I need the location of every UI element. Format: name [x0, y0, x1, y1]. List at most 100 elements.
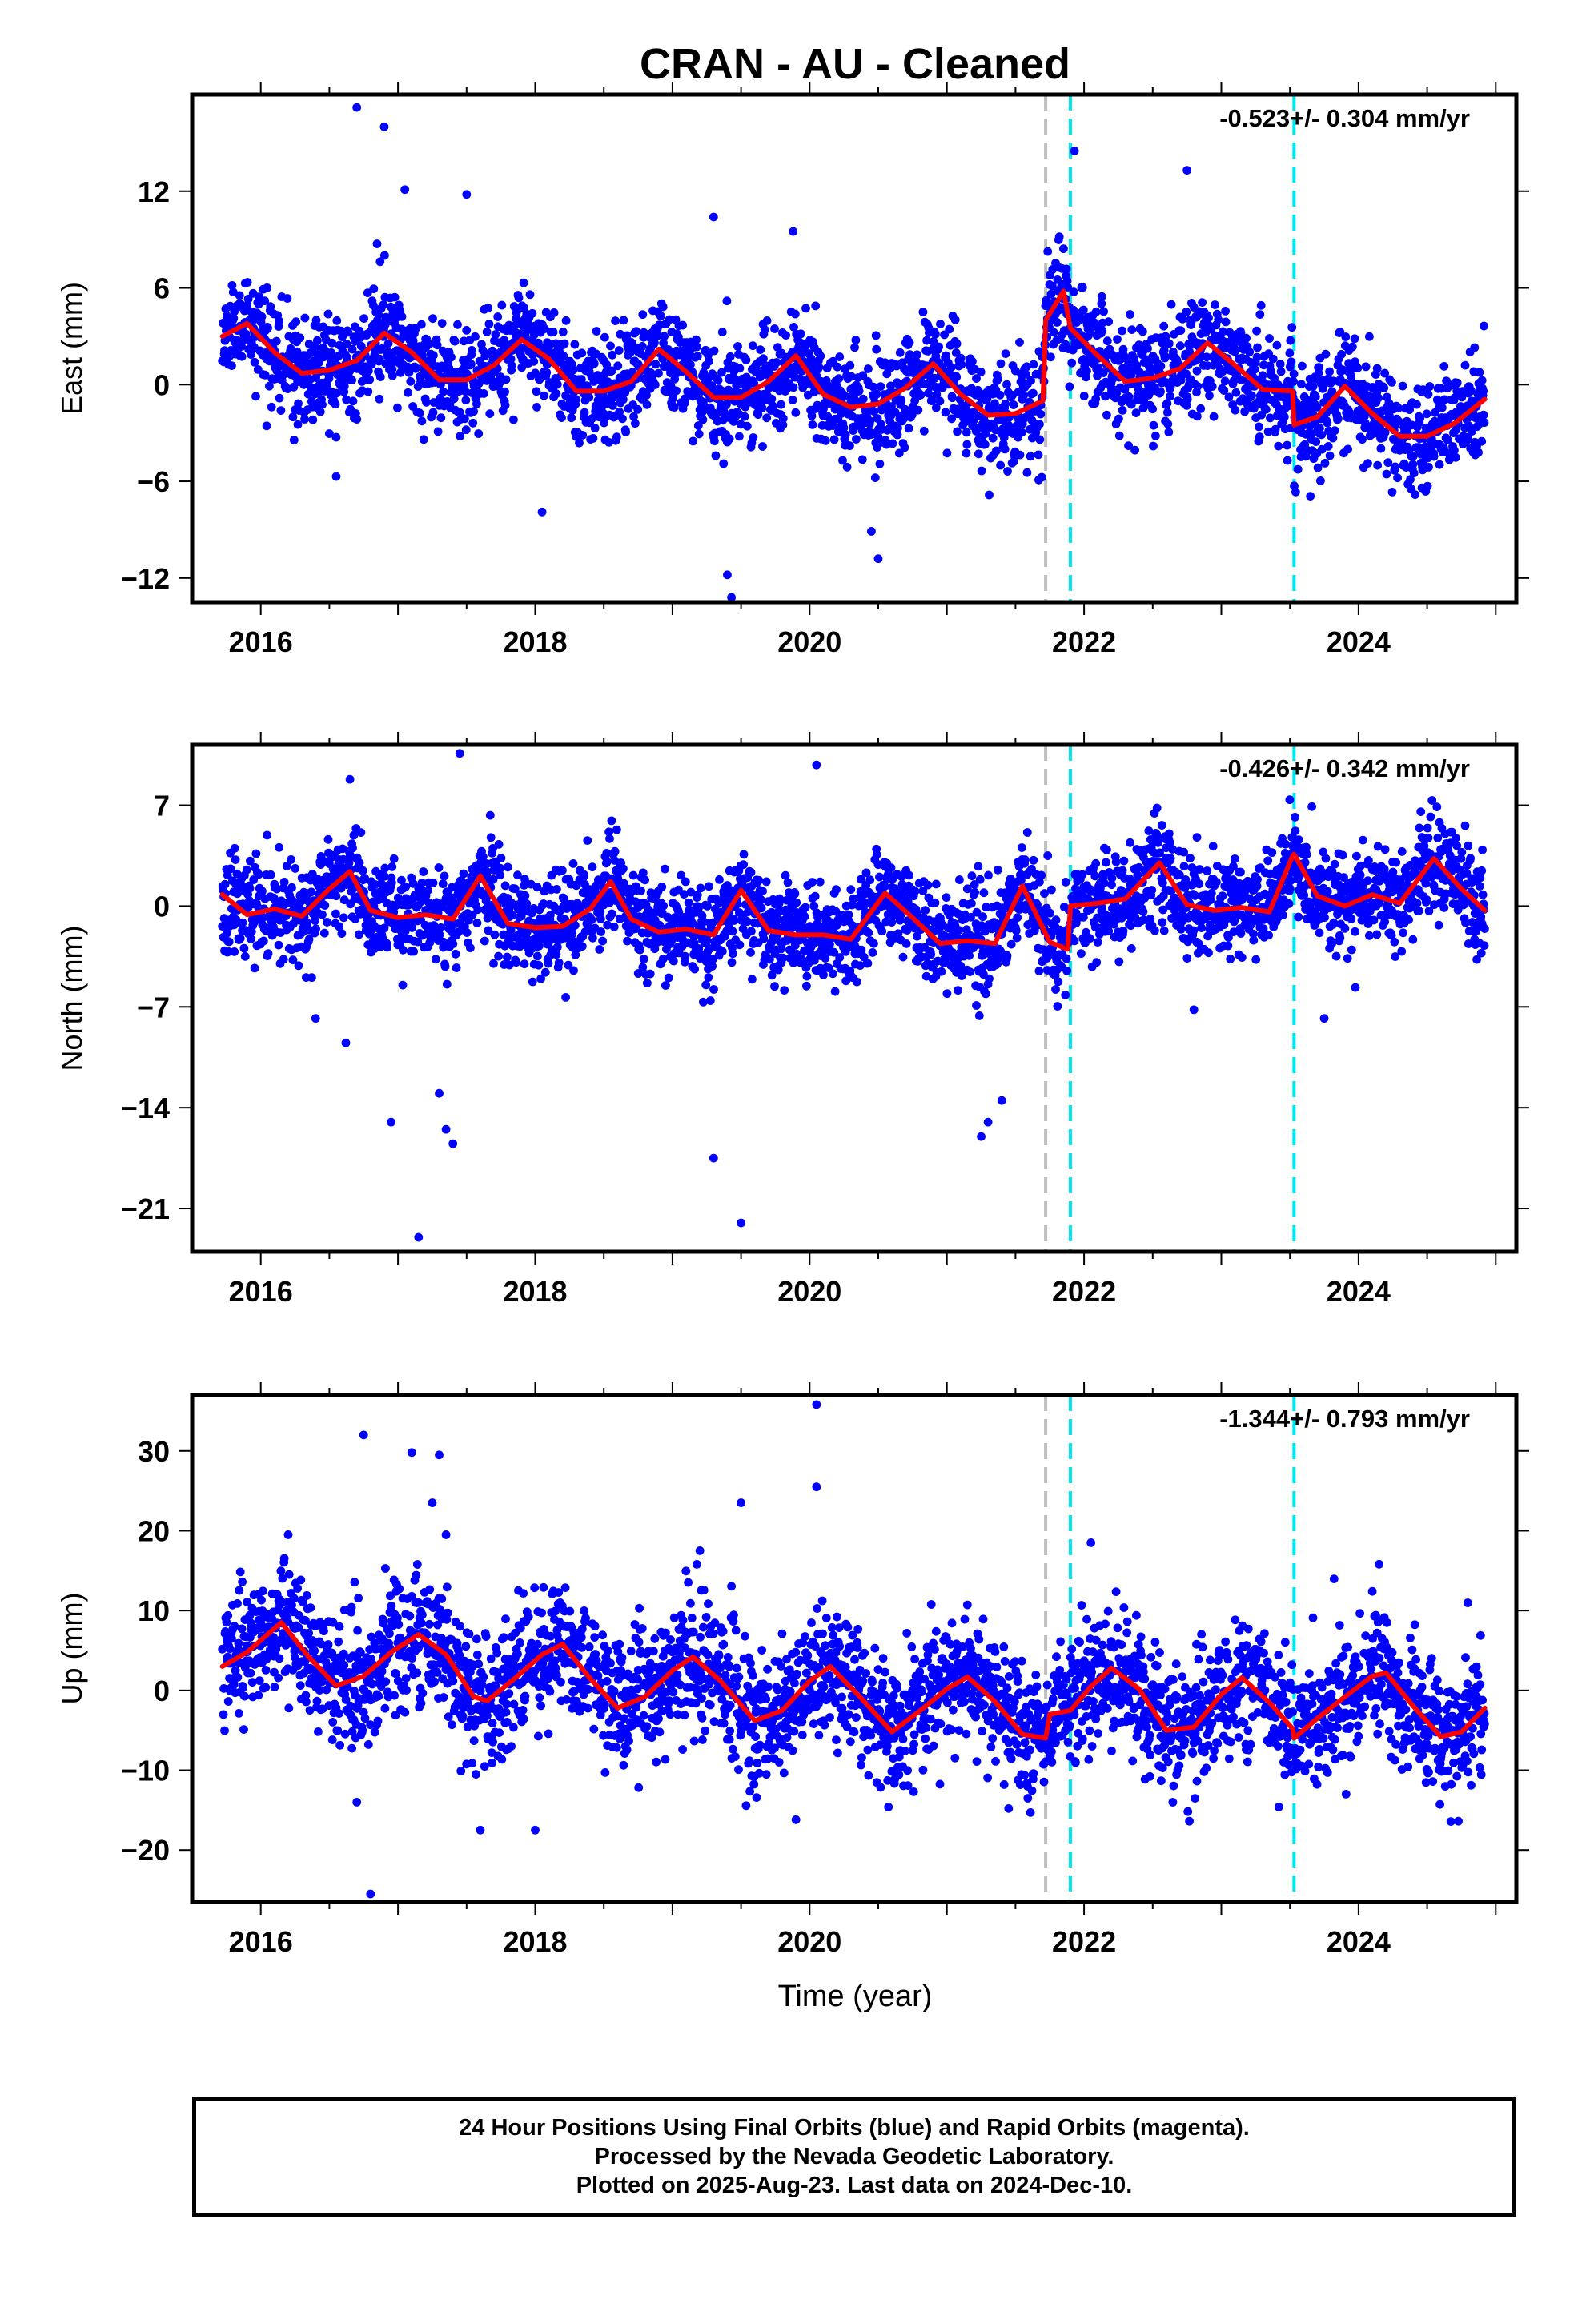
data-point [664, 345, 673, 354]
data-point [947, 414, 956, 424]
data-point [778, 420, 788, 429]
data-point [422, 397, 431, 407]
data-point [532, 387, 541, 396]
data-point [715, 875, 724, 884]
data-point [1127, 325, 1137, 334]
data-point [980, 440, 990, 449]
data-point [237, 352, 247, 361]
data-point [227, 361, 236, 370]
data-point [580, 408, 589, 417]
data-point [417, 416, 427, 426]
data-point [466, 943, 475, 952]
data-point [1474, 448, 1483, 457]
data-point [845, 441, 854, 451]
data-point [728, 927, 737, 936]
data-point [1242, 333, 1251, 343]
data-point [758, 442, 767, 451]
data-point [770, 324, 779, 333]
data-point [1132, 360, 1142, 370]
data-point [778, 414, 788, 423]
data-point [1270, 373, 1279, 383]
data-point [588, 933, 597, 943]
data-point [1479, 410, 1488, 420]
data-point [460, 387, 470, 396]
data-point [1220, 376, 1230, 386]
data-point [1156, 387, 1165, 396]
data-point [948, 393, 957, 403]
data-point [224, 937, 234, 947]
data-point [247, 350, 255, 359]
data-point [383, 943, 392, 952]
data-point [250, 357, 259, 367]
data-point [839, 423, 849, 432]
data-point [762, 316, 772, 325]
data-point [761, 877, 771, 887]
data-point [246, 856, 255, 866]
data-point [846, 372, 856, 381]
data-point [877, 927, 887, 936]
data-point [460, 414, 469, 424]
data-point [898, 952, 908, 962]
data-point [575, 438, 584, 448]
data-point [1463, 432, 1472, 442]
data-point [265, 381, 274, 391]
data-point [1297, 380, 1306, 389]
data-point [705, 356, 713, 366]
data-point [387, 862, 397, 871]
data-point [577, 942, 587, 951]
data-point [1328, 433, 1338, 443]
data-point [693, 352, 702, 361]
data-point [488, 875, 498, 884]
data-point [1231, 388, 1241, 397]
data-point [1252, 326, 1261, 336]
data-point [406, 376, 416, 386]
data-point-outlier [873, 554, 883, 564]
data-point [1289, 377, 1298, 386]
data-point [1253, 343, 1262, 352]
data-point [811, 301, 821, 311]
data-point [242, 865, 251, 875]
data-point [520, 875, 529, 884]
data-point [1035, 420, 1044, 429]
data-point [788, 396, 797, 404]
data-point [869, 939, 878, 948]
data-point [934, 342, 943, 352]
data-point [345, 850, 355, 860]
data-point [976, 368, 986, 376]
data-point [996, 359, 1006, 368]
data-point [473, 905, 483, 915]
data-point [656, 312, 665, 320]
data-point [956, 353, 966, 363]
data-point [756, 345, 765, 354]
data-point [1062, 276, 1072, 286]
data-point [500, 387, 509, 396]
data-point [864, 364, 873, 373]
data-point [801, 304, 810, 313]
data-point [532, 883, 542, 892]
data-point [344, 858, 354, 868]
data-point [852, 977, 861, 987]
data-point [276, 406, 286, 415]
data-point [275, 842, 283, 852]
data-point [598, 936, 607, 946]
data-point [549, 308, 559, 317]
data-point [583, 836, 592, 845]
data-point [1231, 405, 1240, 415]
data-point [942, 351, 950, 360]
data-point [485, 409, 495, 418]
data-point [919, 379, 929, 388]
data-point [496, 854, 506, 862]
data-point [1022, 362, 1031, 372]
data-point [835, 352, 845, 361]
data-point [1412, 400, 1421, 409]
data-point [1479, 386, 1488, 396]
data-point [433, 427, 443, 436]
data-point [508, 911, 516, 919]
data-point [1383, 458, 1393, 468]
data-point [558, 866, 567, 875]
data-point [440, 962, 450, 971]
data-point [841, 430, 850, 440]
data-point [1211, 300, 1219, 309]
data-point [1046, 352, 1055, 362]
